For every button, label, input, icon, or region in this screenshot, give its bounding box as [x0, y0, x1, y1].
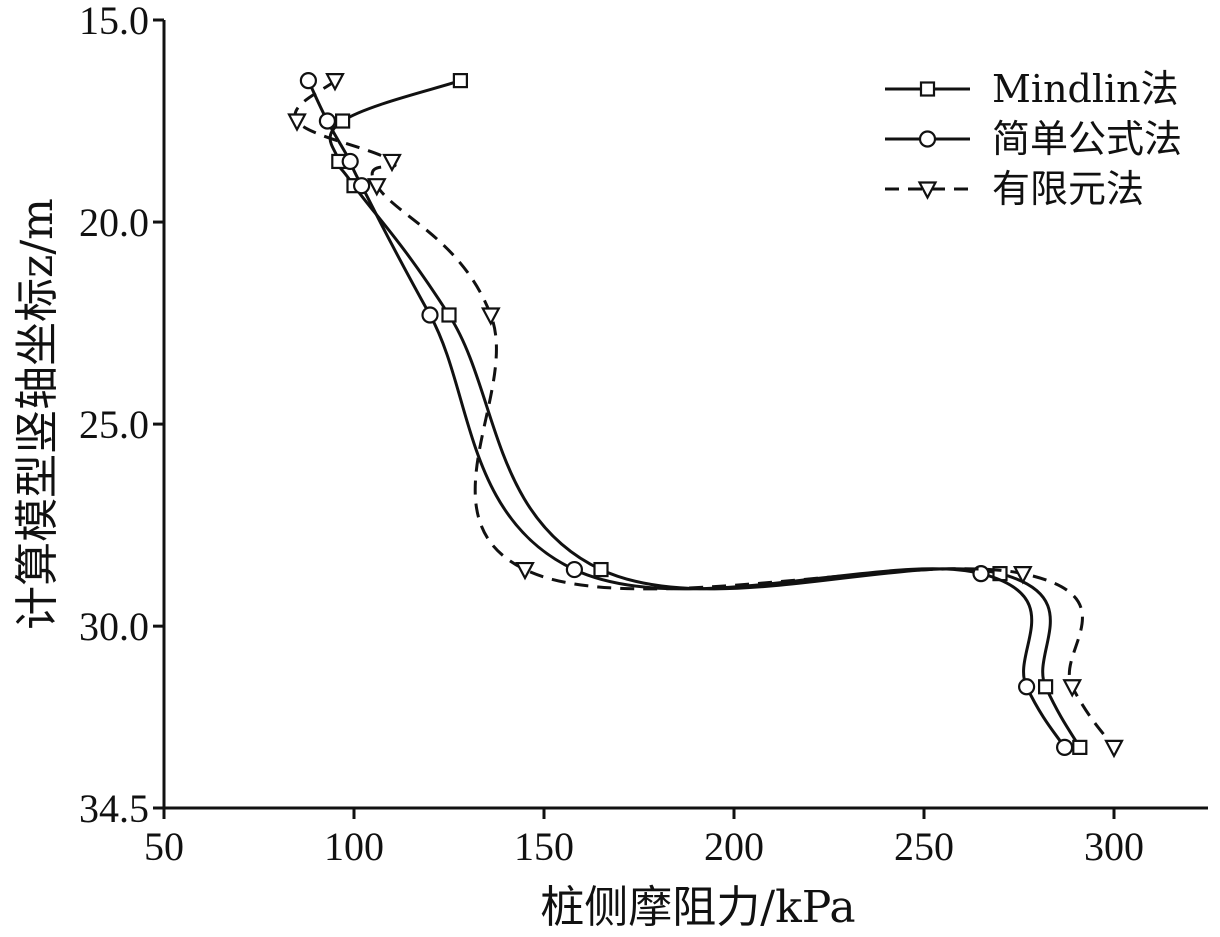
series-line — [307, 79, 1066, 749]
series-2 — [299, 72, 1074, 756]
data-point — [299, 72, 317, 90]
legend-item: 简单公式法 — [885, 117, 1182, 161]
data-point — [1037, 679, 1054, 695]
data-point — [1062, 679, 1083, 698]
series-3 — [287, 73, 1124, 759]
legend-marker — [918, 130, 937, 148]
data-point — [593, 561, 609, 578]
data-point — [452, 73, 468, 89]
legend-item: Mindlin法 — [885, 67, 1179, 111]
data-point — [515, 561, 535, 581]
legend-marker — [917, 181, 938, 200]
x-tick-label: 300 — [1084, 824, 1144, 869]
legend-label: 简单公式法 — [992, 117, 1182, 161]
x-tick-label: 50 — [144, 824, 184, 869]
data-point — [341, 152, 359, 171]
data-point — [480, 307, 501, 326]
y-tick-label: 25.0 — [79, 402, 149, 447]
data-point — [353, 177, 371, 195]
legend-item: 有限元法 — [885, 167, 1144, 211]
y-tick-label: 20.0 — [79, 200, 149, 245]
series-line — [293, 79, 1116, 749]
legend-label: Mindlin法 — [992, 67, 1179, 111]
data-point — [366, 178, 387, 197]
data-point — [441, 307, 457, 323]
legend-marker — [919, 81, 936, 97]
data-point — [1017, 678, 1036, 696]
y-axis-title: 计算模型竖轴坐标z/m — [12, 198, 63, 630]
x-tick-label: 100 — [324, 824, 384, 869]
series-1 — [328, 73, 1088, 755]
data-point — [287, 113, 307, 132]
x-tick-label: 200 — [704, 824, 764, 869]
data-point — [1072, 739, 1088, 755]
plot-area — [287, 72, 1124, 759]
data-point — [421, 306, 439, 324]
axes — [162, 20, 1208, 810]
data-point — [1012, 566, 1033, 585]
legend-label: 有限元法 — [992, 167, 1144, 211]
data-point — [1055, 738, 1074, 756]
data-point — [318, 112, 336, 130]
y-tick-label: 30.0 — [79, 604, 149, 649]
data-point — [382, 153, 402, 173]
x-tick-label: 250 — [894, 824, 954, 869]
data-point — [565, 560, 584, 579]
ticks: 50 100 150 200 250 300 15.0 20.0 25.0 30.0 34.5 — [79, 0, 1144, 869]
x-tick-label: 150 — [514, 824, 574, 869]
y-tick-label: 15.0 — [79, 0, 149, 43]
data-point — [1104, 739, 1124, 759]
data-point — [335, 113, 351, 129]
x-axis-title: 桩侧摩阻力/kPa — [540, 882, 855, 933]
data-point — [325, 73, 345, 92]
series-line — [328, 79, 1082, 749]
y-tick-label: 34.5 — [79, 786, 149, 831]
